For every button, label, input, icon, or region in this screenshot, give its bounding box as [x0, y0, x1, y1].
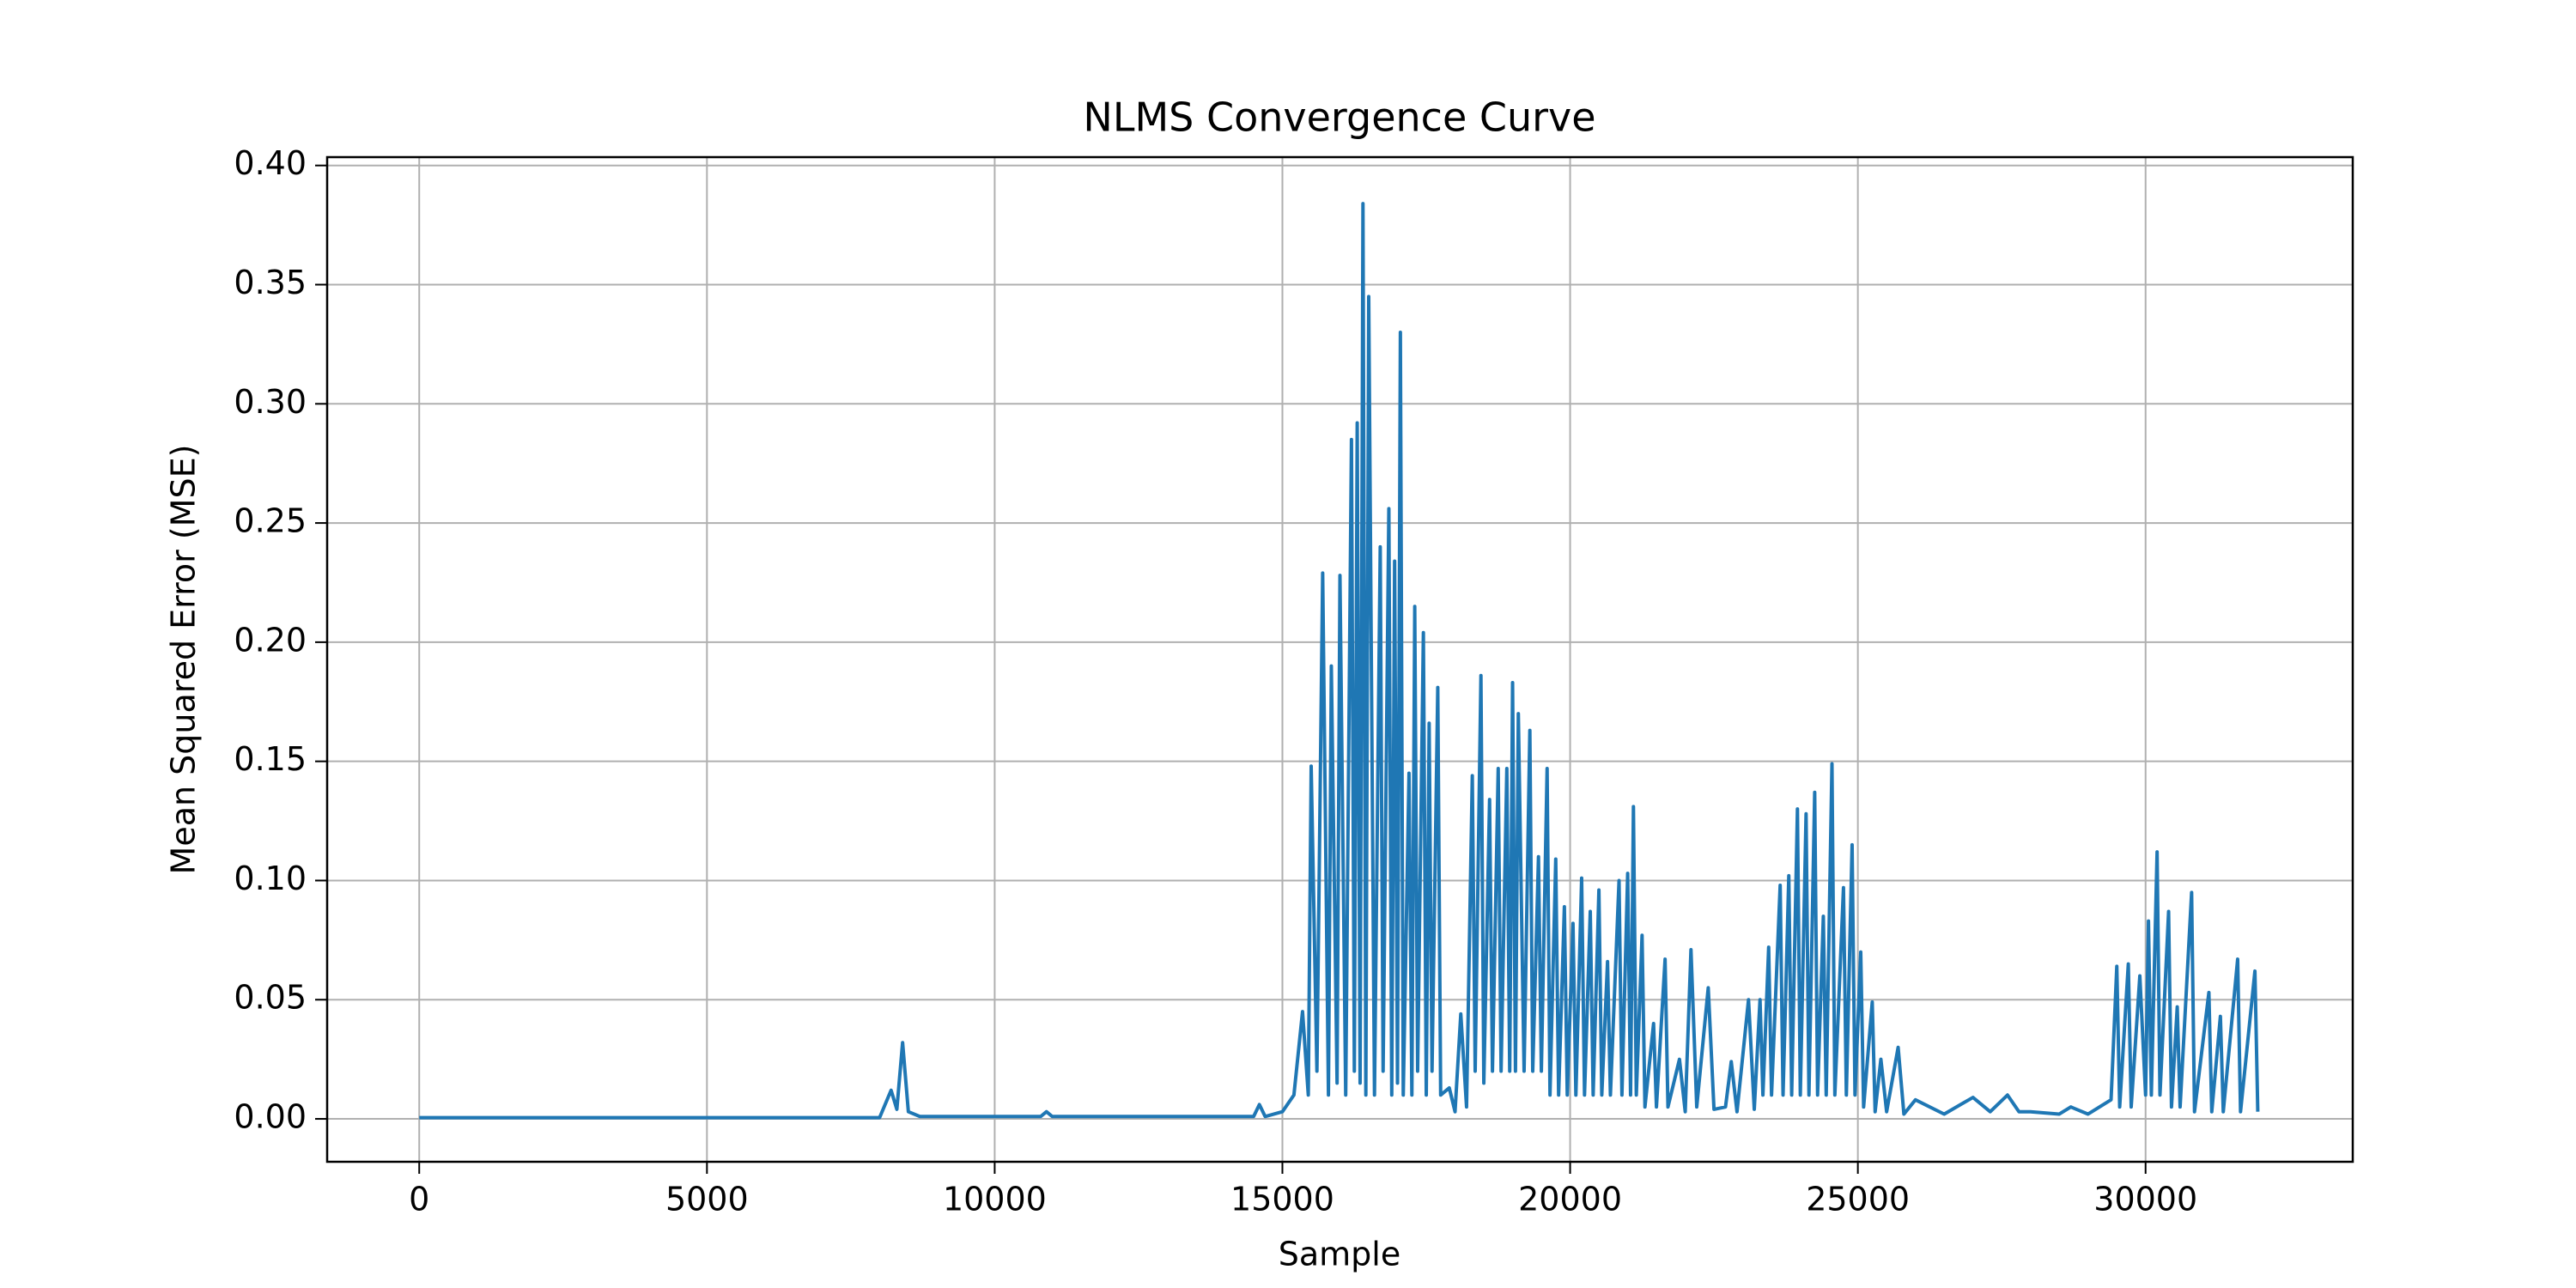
y-axis-label: Mean Squared Error (MSE)	[165, 445, 203, 875]
x-tick-label: 30000	[2093, 1181, 2197, 1218]
y-tick-label: 0.10	[234, 860, 307, 897]
y-tick-label: 0.40	[234, 144, 307, 182]
plot-frame	[325, 155, 2354, 1163]
x-axis-label: Sample	[1279, 1236, 1400, 1273]
x-tick-label: 5000	[665, 1181, 749, 1218]
data-line	[419, 202, 2260, 1120]
x-tick-label: 15000	[1230, 1181, 1334, 1218]
x-tick-label: 25000	[1806, 1181, 1910, 1218]
x-tick-label: 20000	[1518, 1181, 1622, 1218]
y-tick-label: 0.20	[234, 621, 307, 659]
y-tick-label: 0.05	[234, 979, 307, 1017]
y-tick-label: 0.15	[234, 740, 307, 778]
y-tick-label: 0.35	[234, 264, 307, 301]
x-tick-label: 10000	[943, 1181, 1047, 1218]
chart-title: NLMS Convergence Curve	[1083, 94, 1595, 141]
y-tick-label: 0.25	[234, 502, 307, 540]
y-tick-label: 0.30	[234, 383, 307, 421]
y-tick-label: 0.00	[234, 1098, 307, 1136]
x-tick-label: 0	[409, 1181, 429, 1218]
